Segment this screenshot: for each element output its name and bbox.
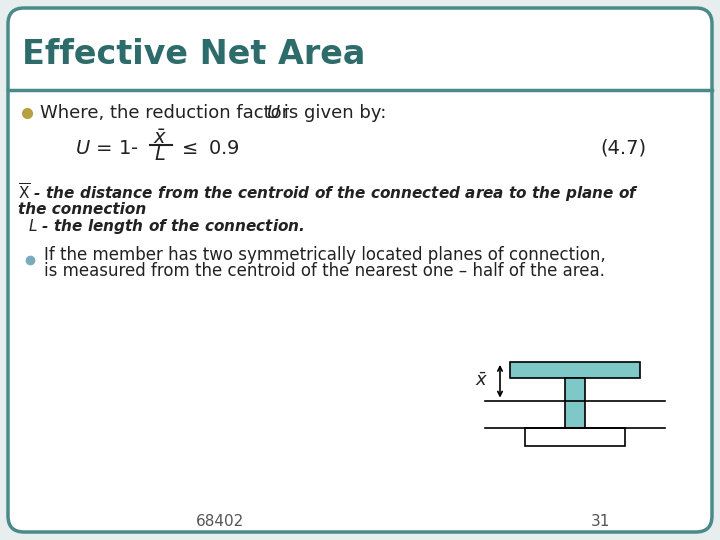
Text: $\bar{x}$: $\bar{x}$ [475,372,489,390]
Text: $\leq$ 0.9: $\leq$ 0.9 [178,138,240,158]
Bar [565,378,585,428]
Text: 31: 31 [590,515,610,530]
Text: $\mathit{L}$ - the length of the connection.: $\mathit{L}$ - the length of the connect… [28,218,305,237]
Text: $\bar{x}$: $\bar{x}$ [153,129,167,147]
Text: If the member has two symmetrically located planes of connection,: If the member has two symmetrically loca… [44,246,606,264]
Text: $\overline{\mathsf{X}}$ - the distance from the centroid of the connected area t: $\overline{\mathsf{X}}$ - the distance f… [18,181,639,205]
Bar [525,428,625,446]
Text: is given by:: is given by: [278,104,387,122]
Text: Effective Net Area: Effective Net Area [22,38,365,71]
Text: (4.7): (4.7) [600,138,646,158]
Text: 68402: 68402 [196,515,244,530]
FancyBboxPatch shape [8,8,712,532]
Text: $\mathit{L}$: $\mathit{L}$ [154,145,166,165]
Text: is measured from the centroid of the nearest one – half of the area.: is measured from the centroid of the nea… [44,262,605,280]
Text: $\mathit{U}$ = 1-: $\mathit{U}$ = 1- [75,138,138,158]
Text: U: U [267,104,280,122]
Text: Where, the reduction factor: Where, the reduction factor [40,104,295,122]
Bar [510,362,640,378]
Text: the connection: the connection [18,202,146,218]
